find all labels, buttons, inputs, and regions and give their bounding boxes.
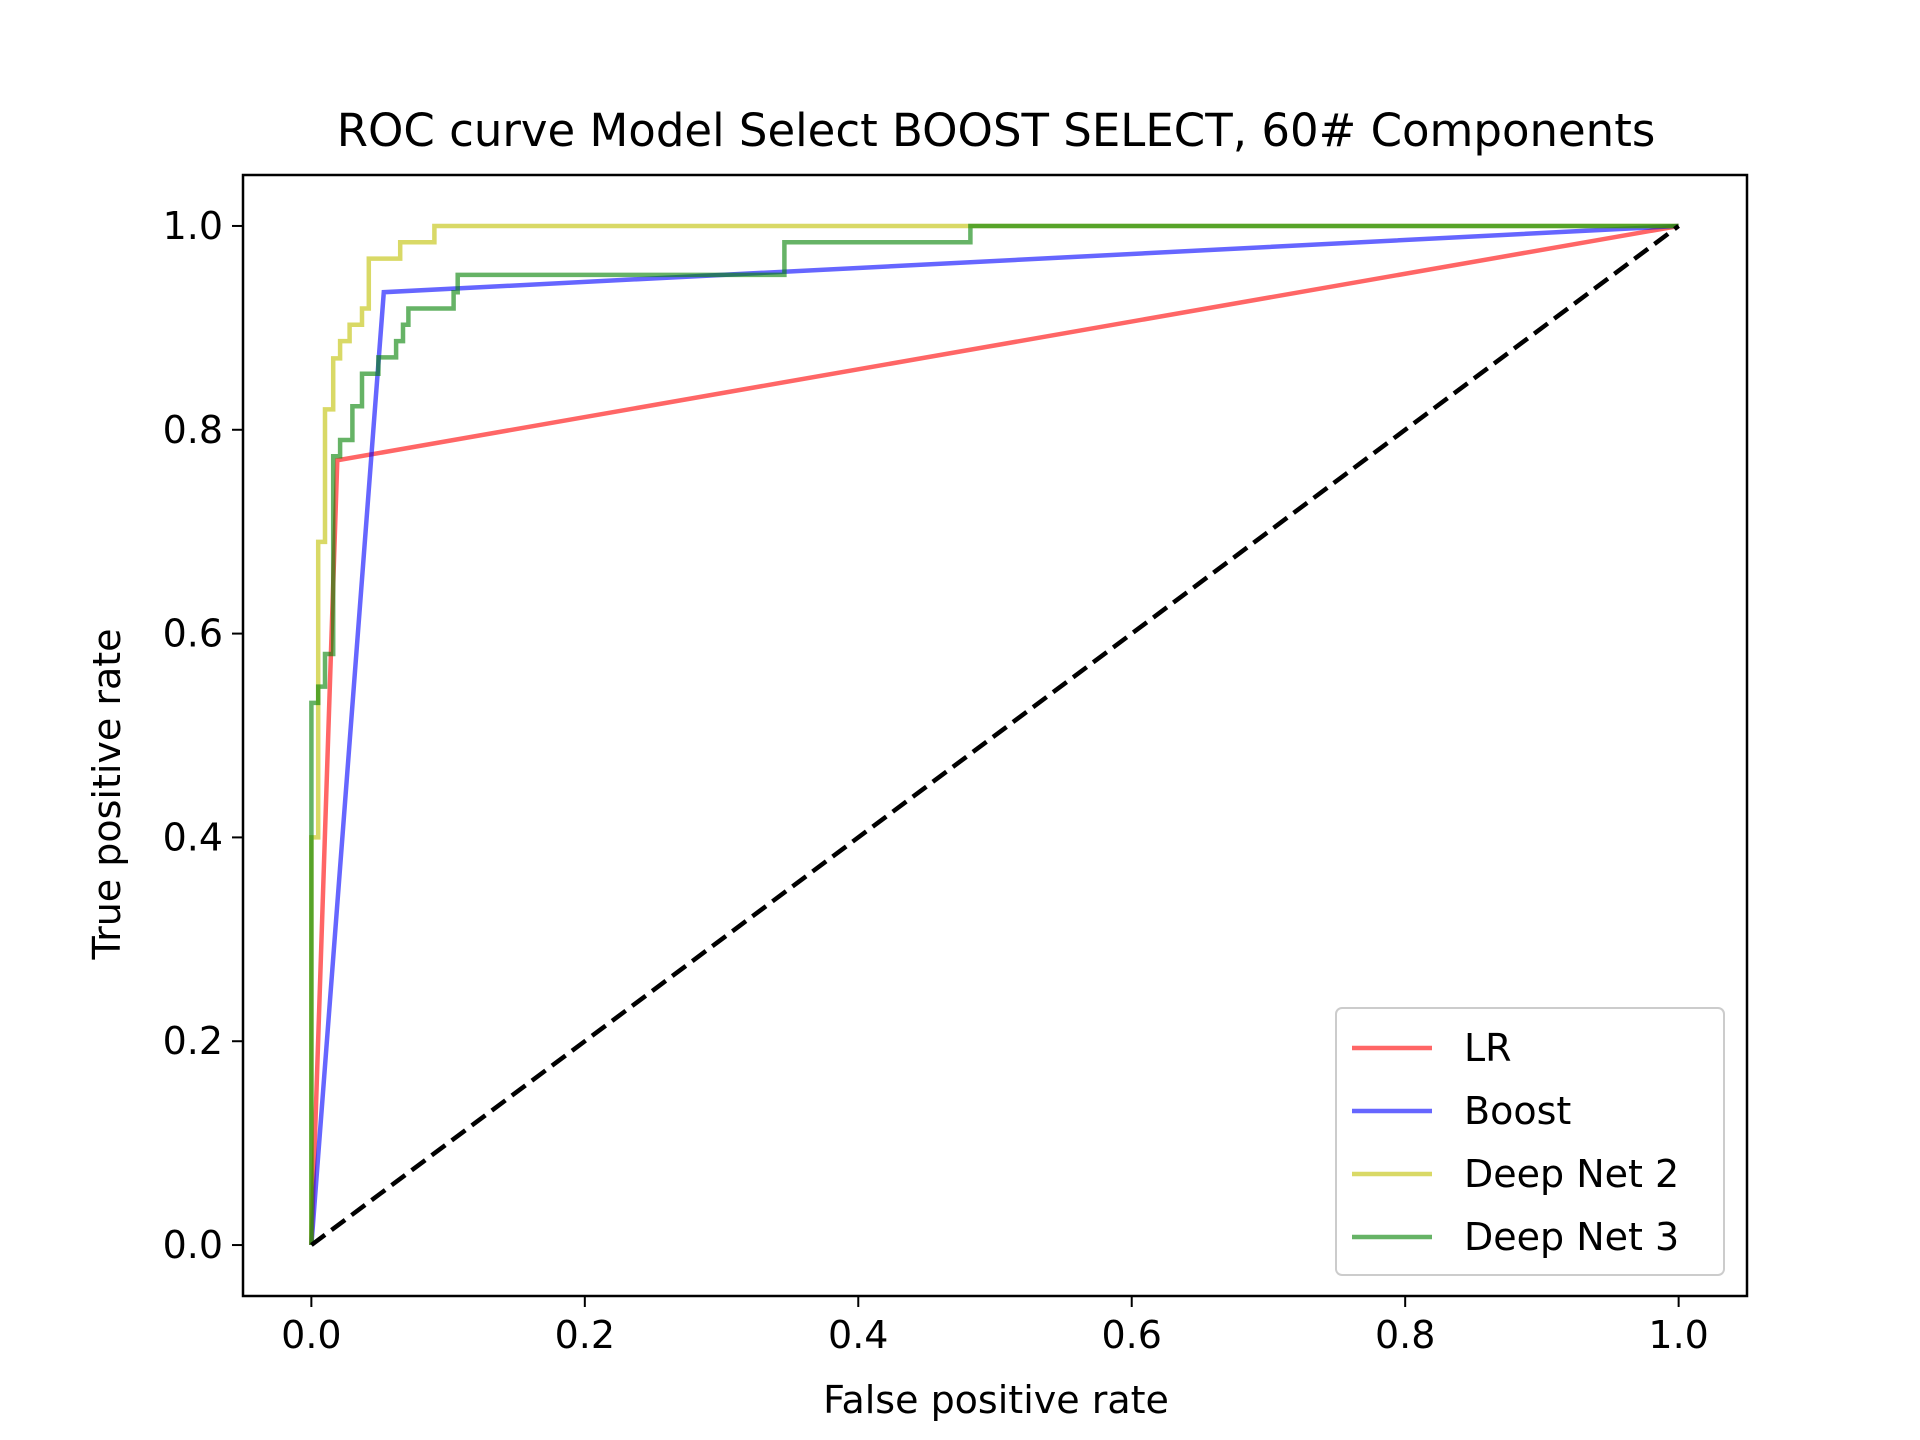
x-tick-label: 0.4 [828,1313,888,1357]
legend-box [1335,1007,1725,1276]
series-line-deep-net-3 [309,223,1679,1245]
axis-ticks: 0.0 0.2 0.4 0.6 0.8 1.0 0.0 0.2 0.4 0.6 0.8 1.0 [163,204,1709,1357]
series-line-boost [309,223,1679,1246]
y-tick-label: 0.8 [163,408,223,452]
diagonal-reference-line [310,224,1680,1247]
x-tick-label: 0.8 [1375,1313,1435,1357]
plot-area [309,223,1680,1247]
legend-label: Deep Net 3 [1464,1215,1679,1259]
x-axis-label: False positive rate [823,1378,1169,1422]
legend: LR Boost Deep Net 2 Deep Net 3 [1335,1007,1725,1276]
y-tick-label: 0.0 [163,1223,223,1267]
legend-label: Deep Net 2 [1464,1152,1679,1196]
series-line-lr [309,223,1679,1246]
y-axis-label: True positive rate [85,628,129,960]
legend-label: LR [1464,1026,1512,1070]
x-tick-label: 0.0 [281,1313,341,1357]
legend-label: Boost [1464,1089,1571,1133]
x-tick-label: 1.0 [1648,1313,1708,1357]
plot-frame [241,173,1749,1298]
x-tick-label: 0.6 [1102,1313,1162,1357]
chart-title: ROC curve Model Select BOOST SELECT, 60#… [337,104,1656,157]
x-tick-label: 0.2 [555,1313,615,1357]
y-tick-label: 0.2 [163,1019,223,1063]
series-line-deep-net-2 [309,223,1679,1245]
y-tick-label: 0.4 [163,815,223,859]
y-tick-label: 1.0 [163,204,223,248]
y-tick-label: 0.6 [163,612,223,656]
